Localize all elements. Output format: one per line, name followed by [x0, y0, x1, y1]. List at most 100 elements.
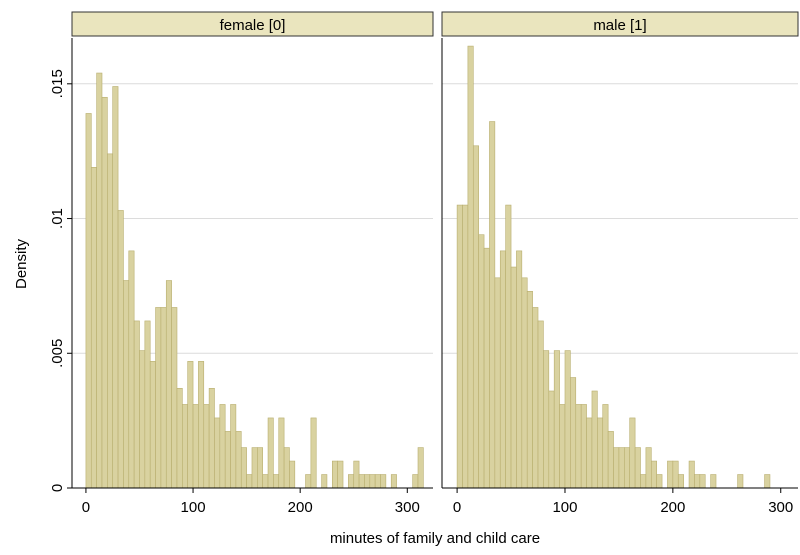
bar: [219, 404, 226, 489]
bar: [278, 417, 285, 489]
bar: [467, 45, 474, 489]
bar: [165, 280, 172, 489]
bar: [510, 266, 517, 489]
bar: [677, 474, 684, 489]
bar: [364, 474, 371, 489]
y-tick-label: .015: [49, 69, 66, 98]
bar: [580, 404, 587, 489]
bar: [575, 404, 582, 489]
bar: [597, 417, 604, 489]
x-tick-label: 200: [660, 499, 685, 516]
bar: [694, 474, 701, 489]
x-tick-label: 100: [181, 499, 206, 516]
bar: [634, 447, 641, 489]
x-tick-label: 100: [552, 499, 577, 516]
bar: [321, 474, 328, 489]
bar: [283, 447, 290, 489]
bar: [305, 474, 312, 489]
bar: [645, 447, 652, 489]
bar: [499, 250, 506, 489]
bar: [374, 474, 381, 489]
bar: [96, 72, 103, 489]
y-tick-label: 0: [49, 484, 66, 492]
bar: [230, 404, 237, 489]
bar: [160, 307, 167, 489]
bar: [208, 387, 215, 489]
bar: [710, 474, 717, 489]
bar: [553, 350, 560, 489]
bar: [358, 474, 365, 489]
bar: [289, 460, 296, 489]
bar: [176, 387, 183, 489]
bar: [390, 474, 397, 489]
x-tick-label: 300: [768, 499, 793, 516]
panel-title: female [0]: [220, 17, 286, 34]
panel-title: male [1]: [593, 17, 646, 34]
bar: [505, 204, 512, 489]
y-tick-label: .005: [49, 339, 66, 368]
bar: [90, 167, 97, 489]
bar: [214, 417, 221, 489]
bar: [559, 404, 566, 489]
bar: [171, 307, 178, 489]
bar: [478, 234, 485, 489]
bar: [224, 431, 231, 489]
bar: [764, 474, 771, 489]
panel-header: [441, 11, 799, 37]
bar: [85, 113, 92, 489]
bar: [369, 474, 376, 489]
bar: [187, 361, 194, 489]
bar: [101, 96, 108, 489]
bar: [182, 404, 188, 489]
bar: [618, 447, 625, 489]
x-tick-label: 200: [288, 499, 313, 516]
bar: [192, 404, 199, 489]
panel-header: [71, 11, 434, 37]
bar: [155, 307, 162, 489]
bar: [543, 350, 550, 489]
bar: [123, 280, 130, 489]
bar: [629, 417, 636, 489]
bar: [737, 474, 744, 489]
bar: [112, 86, 119, 489]
bar: [526, 290, 533, 489]
bar: [521, 277, 528, 489]
bar: [624, 447, 631, 489]
bar: [667, 460, 674, 489]
bar: [456, 204, 463, 489]
bar: [139, 350, 146, 489]
y-axis-label: Density: [13, 238, 30, 289]
bar: [591, 390, 598, 489]
bar: [310, 417, 317, 489]
bar: [586, 417, 593, 489]
bar: [117, 210, 124, 489]
bar: [532, 307, 539, 489]
bar: [672, 460, 679, 489]
bar: [613, 447, 620, 489]
bar: [203, 404, 210, 489]
bar: [462, 204, 469, 489]
bar: [699, 474, 706, 489]
bar: [332, 460, 338, 489]
bar: [133, 320, 140, 489]
bar: [240, 447, 247, 489]
bar: [348, 474, 355, 489]
bar: [564, 350, 571, 489]
bar: [149, 361, 156, 489]
bar: [537, 320, 544, 489]
bar: [602, 404, 609, 489]
bar: [489, 121, 496, 489]
bar: [380, 474, 387, 489]
bar: [494, 277, 501, 489]
x-tick-label: 0: [453, 499, 461, 516]
bar: [246, 474, 253, 489]
bar: [262, 474, 269, 489]
bar: [128, 250, 135, 489]
bar: [650, 460, 657, 489]
bar: [548, 390, 555, 489]
y-tick-label: .01: [49, 208, 66, 229]
bar: [472, 145, 479, 489]
bar: [516, 250, 523, 489]
